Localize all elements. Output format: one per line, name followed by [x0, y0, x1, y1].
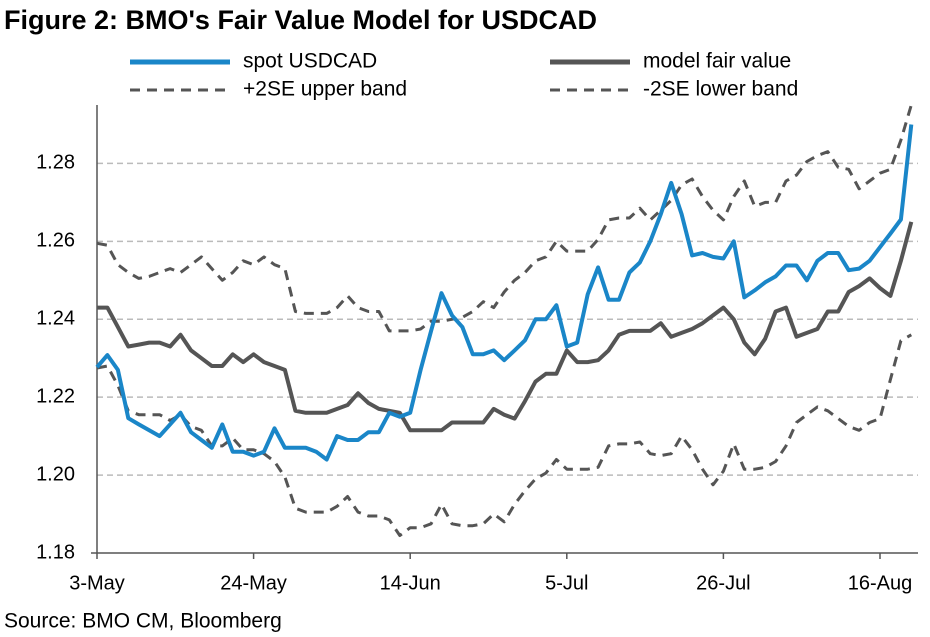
x-tick-label: 16-Aug	[848, 572, 913, 594]
y-tick-label: 1.28	[36, 152, 75, 174]
legend-label: spot USDCAD	[243, 50, 377, 73]
y-tick-label: 1.26	[36, 230, 75, 252]
legend-label: +2SE upper band	[243, 78, 407, 101]
x-tick-label: 26-Jul	[696, 572, 750, 594]
y-tick-label: 1.18	[36, 541, 75, 563]
x-tick-label: 24-May	[220, 572, 287, 594]
series-line	[97, 221, 914, 433]
source-note: Source: BMO CM, Bloomberg	[4, 610, 282, 633]
y-tick-label: 1.22	[36, 385, 75, 407]
chart-title: Figure 2: BMO's Fair Value Model for USD…	[4, 5, 597, 35]
legend-label: model fair value	[643, 50, 791, 73]
series-line	[95, 124, 914, 462]
y-tick-label: 1.20	[36, 463, 75, 485]
series-line	[96, 333, 913, 537]
x-tick-label: 3-May	[69, 572, 125, 594]
x-tick-label: 14-Jun	[380, 572, 441, 594]
y-tick-label: 1.24	[36, 308, 75, 330]
series-line	[96, 104, 913, 333]
x-tick-label: 5-Jul	[545, 572, 588, 594]
legend-label: -2SE lower band	[643, 78, 798, 101]
